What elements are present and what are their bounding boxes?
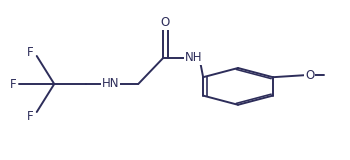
Text: HN: HN — [102, 77, 119, 90]
Text: O: O — [305, 69, 314, 82]
Text: NH: NH — [185, 51, 202, 64]
Text: F: F — [27, 109, 34, 123]
Text: O: O — [161, 16, 170, 29]
Text: F: F — [27, 45, 34, 59]
Text: F: F — [10, 77, 16, 91]
